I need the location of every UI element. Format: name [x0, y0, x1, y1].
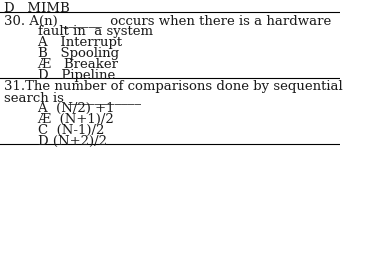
Text: 30. A(n) ______  occurs when there is a hardware: 30. A(n) ______ occurs when there is a h…: [3, 14, 331, 27]
Text: search is ___________: search is ___________: [3, 91, 141, 104]
Text: A   Interrupt: A Interrupt: [3, 36, 122, 49]
Text: D (N+2)/2: D (N+2)/2: [3, 135, 106, 148]
Text: fault in  a system: fault in a system: [3, 25, 152, 38]
Text: A  (N/2) +1: A (N/2) +1: [3, 102, 114, 115]
Text: Æ  (N+1)/2: Æ (N+1)/2: [3, 113, 113, 126]
Text: Æ   Breaker: Æ Breaker: [3, 58, 118, 71]
Text: C  (N-1)/2: C (N-1)/2: [3, 124, 104, 137]
Text: 31.The number of comparisons done by sequential: 31.The number of comparisons done by seq…: [3, 80, 342, 93]
Text: D   MIMB: D MIMB: [3, 2, 69, 15]
Text: D   Pipeline: D Pipeline: [3, 69, 115, 82]
Text: B   Spooling: B Spooling: [3, 47, 119, 60]
